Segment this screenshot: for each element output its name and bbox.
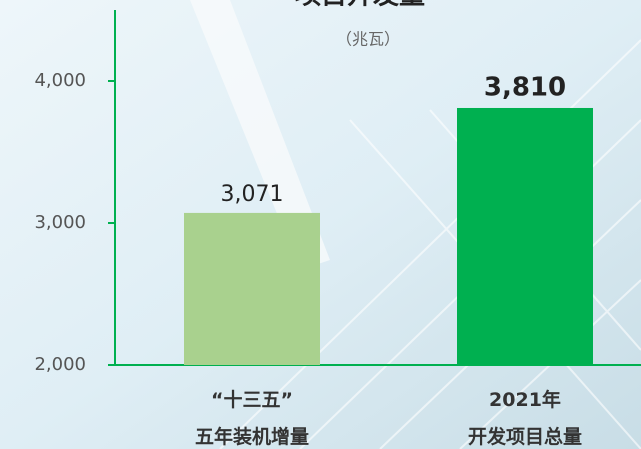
value-label: 3,810 <box>484 72 566 102</box>
turbine-blade <box>190 0 330 270</box>
x-tick-label: “十三五” 五年装机增量 <box>194 389 309 448</box>
y-tick-label: 3,000 <box>34 212 86 233</box>
y-tick-label: 4,000 <box>34 70 86 91</box>
x-tick-label: 2021年 开发项目总量 <box>467 389 582 448</box>
bar <box>457 107 593 365</box>
chart-title: 项目开发量 <box>295 0 425 11</box>
y-tick-label: 2,000 <box>34 354 86 375</box>
chart-subtitle: （兆瓦） <box>336 30 400 49</box>
bar <box>184 212 320 365</box>
value-label: 3,071 <box>221 182 284 207</box>
